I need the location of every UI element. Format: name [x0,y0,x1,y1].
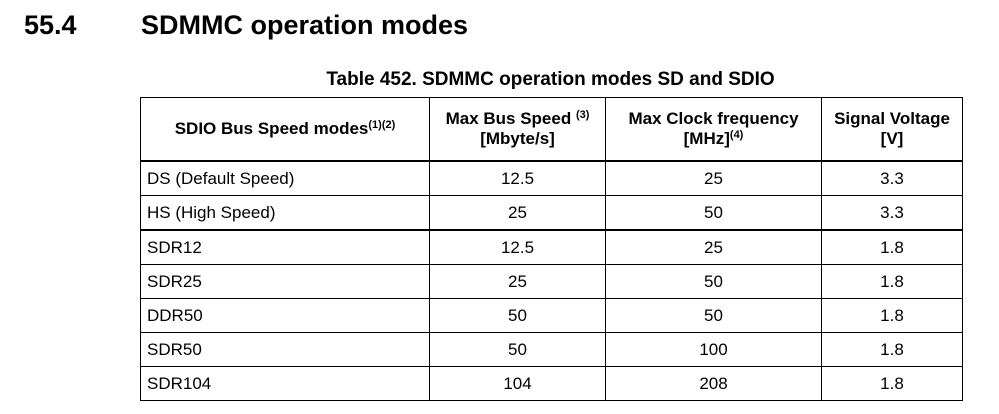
header-max-bus-speed: Max Bus Speed (3) [Mbyte/s] [429,97,606,162]
clock-cell: 50 [605,298,822,333]
clock-cell: 208 [605,366,822,401]
mode-cell: SDR50 [140,332,430,367]
section-heading: 55.4 SDMMC operation modes [24,10,468,41]
bus-speed-cell: 12.5 [429,229,606,265]
table-caption: Table 452. SDMMC operation modes SD and … [326,69,775,90]
mode-cell: SDR25 [140,264,430,299]
bus-speed-cell: 104 [429,366,606,401]
table-header-row: SDIO Bus Speed modes(1)(2) Max Bus Speed… [140,97,963,162]
footnote-ref: (3) [575,109,590,121]
voltage-cell: 1.8 [821,264,963,299]
header-signal-voltage: Signal Voltage [V] [821,97,963,162]
table-row: SDR50 50 100 1.8 [140,332,963,367]
table-row: HS (High Speed) 25 50 3.3 [140,195,963,231]
operation-modes-table: SDIO Bus Speed modes(1)(2) Max Bus Speed… [140,97,963,401]
voltage-cell: 1.8 [821,298,963,333]
table-row: SDR12 12.5 25 1.8 [140,229,963,265]
table-row: SDR25 25 50 1.8 [140,264,963,299]
voltage-cell: 1.8 [821,332,963,367]
clock-cell: 25 [605,160,822,196]
mode-cell: SDR12 [140,229,430,265]
bus-speed-cell: 25 [429,264,606,299]
voltage-cell: 1.8 [821,366,963,401]
voltage-cell: 3.3 [821,195,963,231]
table-row: DS (Default Speed) 12.5 25 3.3 [140,160,963,196]
table-row: DDR50 50 50 1.8 [140,298,963,333]
section-title: SDMMC operation modes [141,10,469,40]
bus-speed-cell: 25 [429,195,606,231]
table-row: SDR104 104 208 1.8 [140,366,963,401]
bus-speed-cell: 50 [429,332,606,367]
section-number: 55.4 [24,10,77,40]
clock-cell: 25 [605,229,822,265]
voltage-cell: 1.8 [821,229,963,265]
mode-cell: SDR104 [140,366,430,401]
footnote-ref: (1)(2) [368,119,396,131]
bus-speed-cell: 50 [429,298,606,333]
clock-cell: 50 [605,264,822,299]
mode-cell: DS (Default Speed) [140,160,430,196]
mode-cell: DDR50 [140,298,430,333]
clock-cell: 50 [605,195,822,231]
voltage-cell: 3.3 [821,160,963,196]
clock-cell: 100 [605,332,822,367]
footnote-ref: (4) [729,129,744,141]
bus-speed-cell: 12.5 [429,160,606,196]
header-bus-speed-modes: SDIO Bus Speed modes(1)(2) [140,97,430,162]
mode-cell: HS (High Speed) [140,195,430,231]
header-max-clock-frequency: Max Clock frequency [MHz](4) [605,97,822,162]
